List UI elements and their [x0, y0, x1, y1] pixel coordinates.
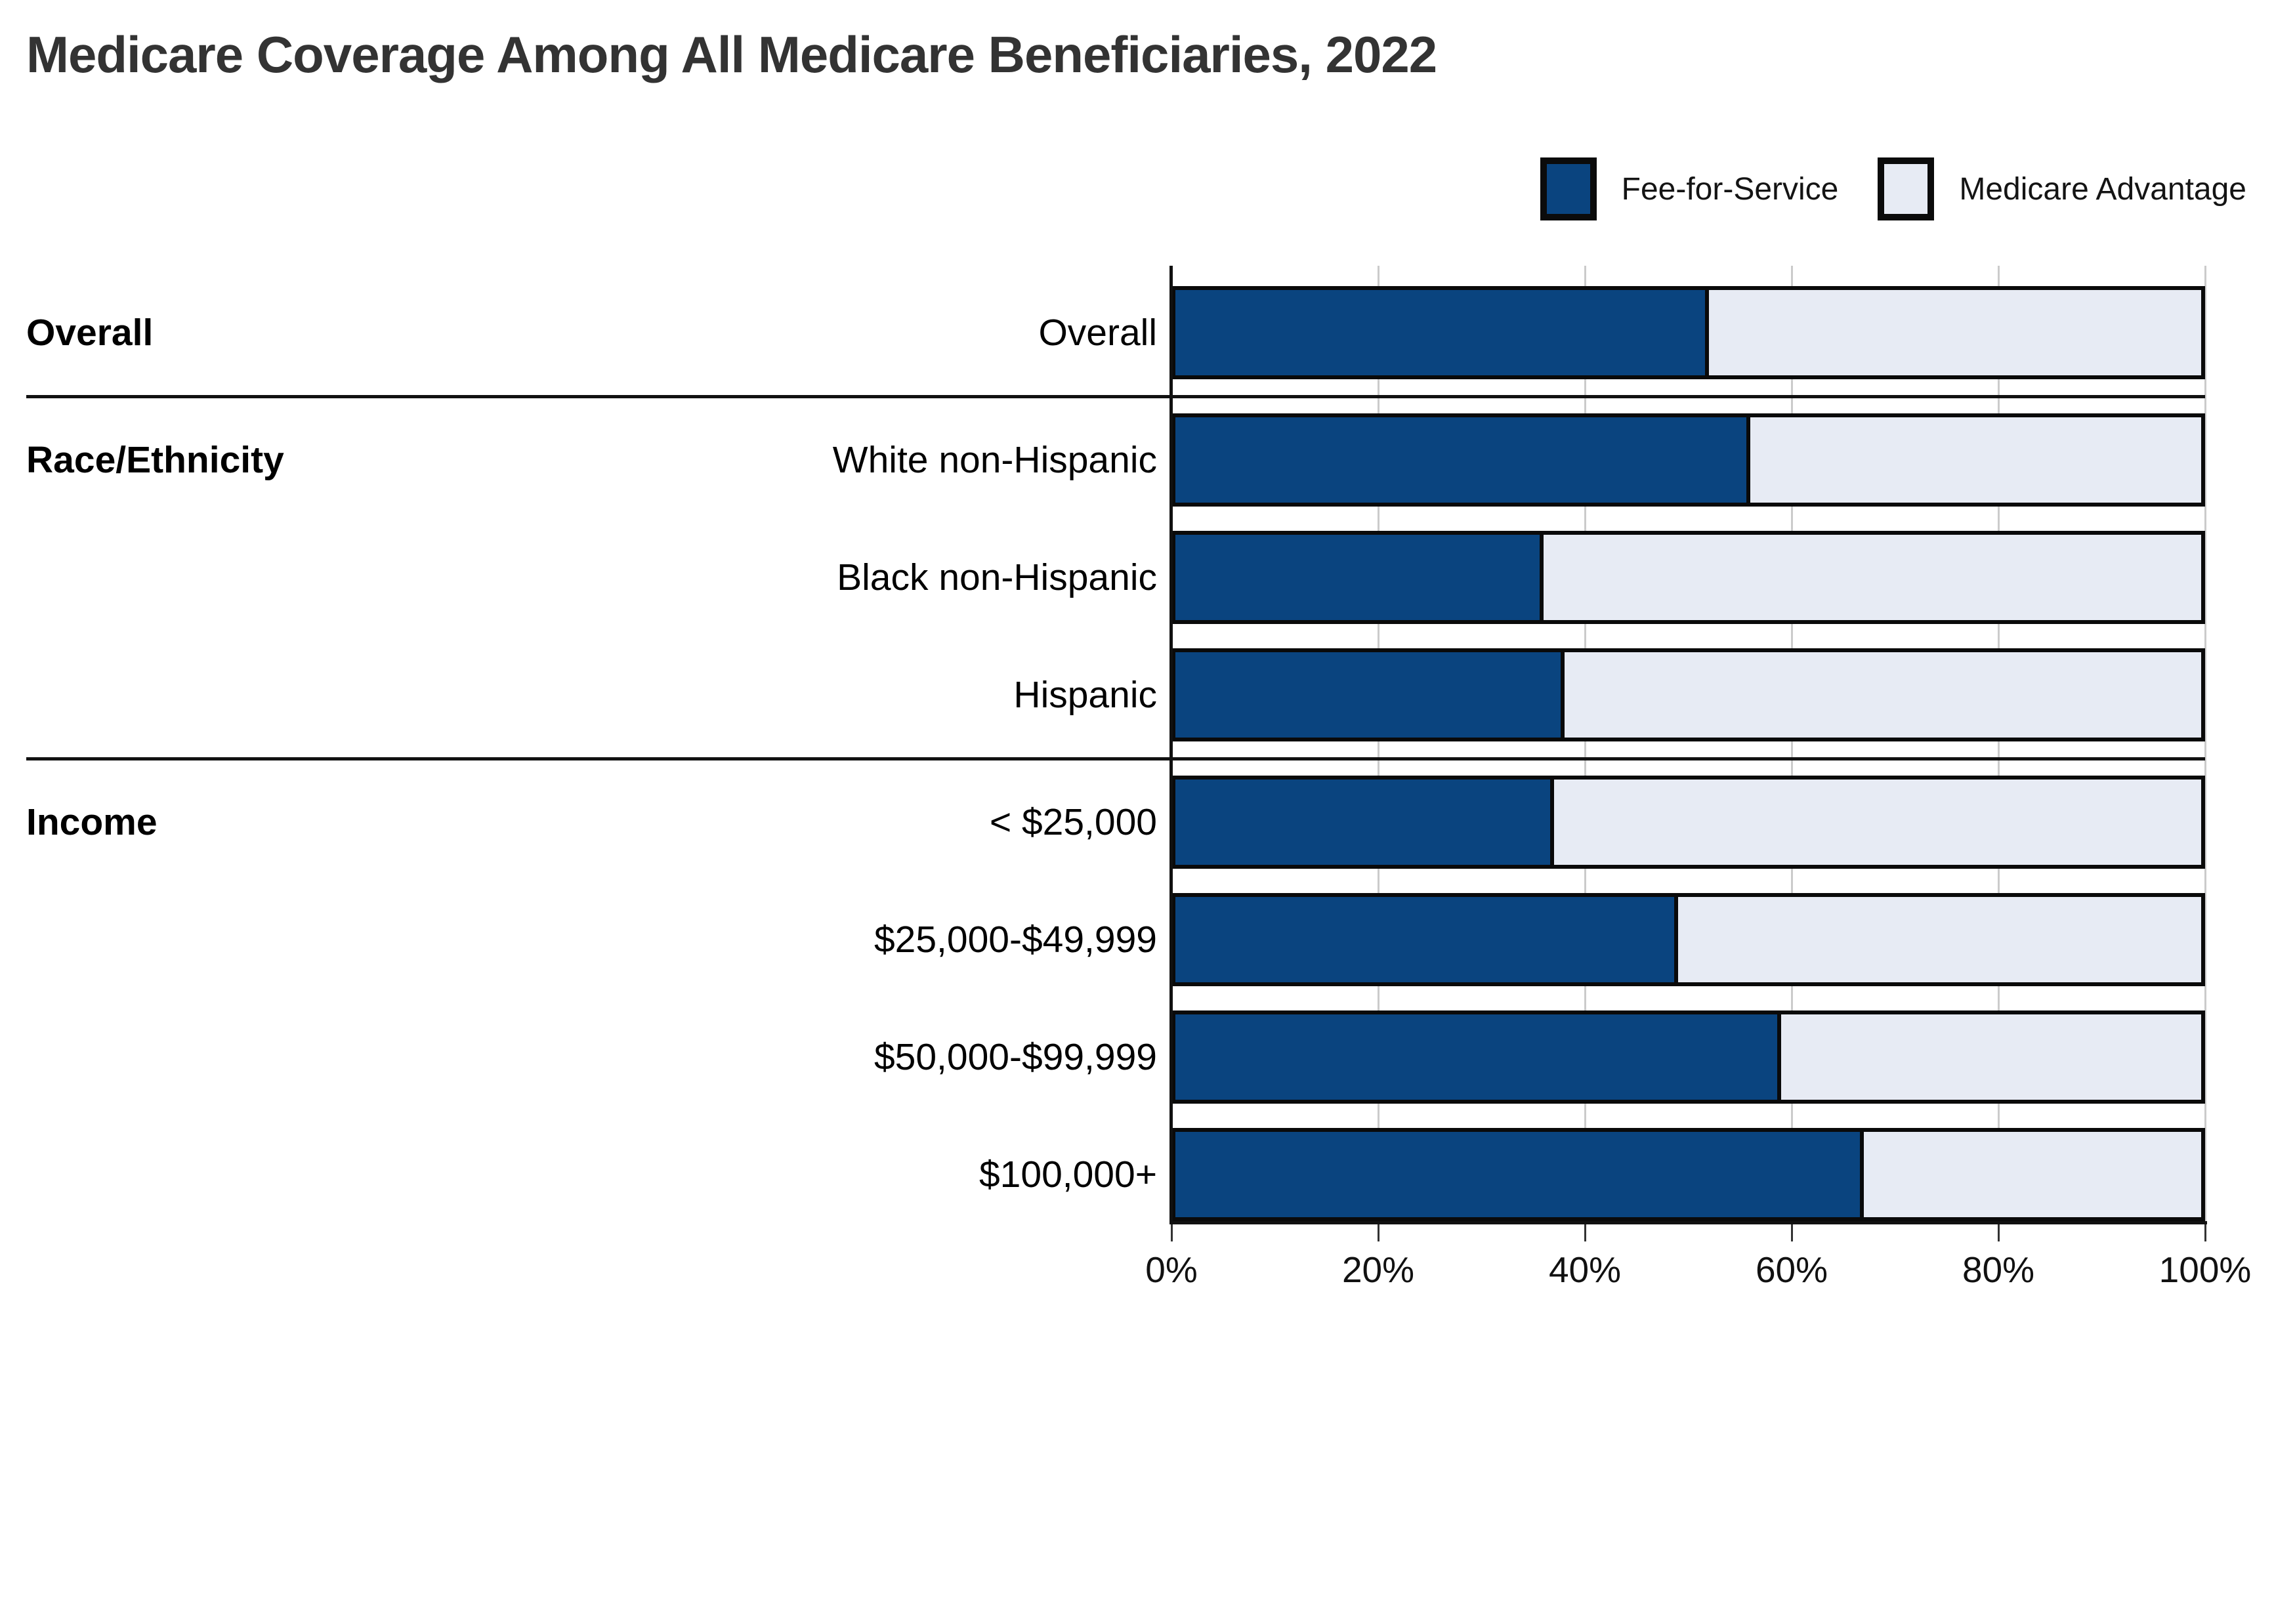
- legend-label: Fee-for-Service: [1621, 171, 1839, 207]
- legend: Fee-for-Service Medicare Advantage: [1540, 157, 2246, 220]
- medicare-advantage-bar-segment: [1864, 1132, 2201, 1217]
- fee-for-service-bar-segment: [1175, 897, 1678, 982]
- bar-row: [1171, 286, 2205, 379]
- bar-row: [1171, 776, 2205, 869]
- medicare-advantage-swatch-icon: [1878, 157, 1935, 220]
- y-axis-line: [1169, 266, 1173, 1224]
- row-label: $25,000-$49,999: [874, 919, 1157, 961]
- x-axis-tick-label: 100%: [2158, 1249, 2252, 1290]
- section-separator: [26, 757, 2205, 760]
- gridline: [1584, 266, 1586, 1221]
- legend-label: Medicare Advantage: [1959, 171, 2246, 207]
- row-label: < $25,000: [989, 801, 1157, 843]
- gridline: [2204, 266, 2206, 1221]
- bar-row: [1171, 648, 2205, 741]
- fee-for-service-swatch-icon: [1540, 157, 1597, 220]
- bar-row: [1171, 1128, 2205, 1221]
- gridline: [1791, 266, 1793, 1221]
- section-label: Income: [26, 801, 158, 843]
- fee-for-service-bar-segment: [1175, 652, 1565, 738]
- fee-for-service-bar-segment: [1175, 1132, 1864, 1217]
- x-axis-tick-label: 20%: [1341, 1249, 1415, 1290]
- gridline: [1378, 266, 1379, 1221]
- x-axis-tick-label: 40%: [1548, 1249, 1622, 1290]
- fee-for-service-bar-segment: [1175, 535, 1544, 620]
- x-axis-tick: [1378, 1224, 1379, 1241]
- section-label: Overall: [26, 312, 154, 354]
- row-label: $100,000+: [979, 1154, 1157, 1196]
- gridline: [1998, 266, 2000, 1221]
- fee-for-service-bar-segment: [1175, 1014, 1781, 1100]
- medicare-advantage-bar-segment: [1565, 652, 2201, 738]
- row-label: Black non-Hispanic: [837, 556, 1157, 598]
- medicare-advantage-bar-segment: [1750, 417, 2201, 503]
- legend-item-medicare-advantage: Medicare Advantage: [1878, 157, 2246, 220]
- row-label: Overall: [1038, 312, 1157, 354]
- x-axis-tick-label: 80%: [1962, 1249, 2035, 1290]
- x-axis-tick-label: 60%: [1755, 1249, 1828, 1290]
- bar-row: [1171, 413, 2205, 507]
- x-axis-tick: [1171, 1224, 1173, 1241]
- row-label: Hispanic: [1013, 674, 1157, 716]
- bar-row: [1171, 893, 2205, 986]
- bar-row: [1171, 531, 2205, 624]
- x-axis-tick-label: 0%: [1145, 1249, 1198, 1290]
- bar-row: [1171, 1010, 2205, 1104]
- row-label: White non-Hispanic: [832, 439, 1157, 481]
- fee-for-service-bar-segment: [1175, 780, 1554, 865]
- page-title: Medicare Coverage Among All Medicare Ben…: [26, 26, 1437, 83]
- x-axis-tick: [2204, 1224, 2206, 1241]
- fee-for-service-bar-segment: [1175, 417, 1750, 503]
- medicare-advantage-bar-segment: [1709, 290, 2201, 375]
- legend-item-fee-for-service: Fee-for-Service: [1540, 157, 1839, 220]
- medicare-advantage-bar-segment: [1544, 535, 2201, 620]
- x-axis-tick: [1791, 1224, 1793, 1241]
- medicare-advantage-bar-segment: [1781, 1014, 2201, 1100]
- x-axis-tick: [1998, 1224, 2000, 1241]
- x-axis-tick: [1584, 1224, 1586, 1241]
- section-separator: [26, 395, 2205, 398]
- section-label: Race/Ethnicity: [26, 439, 284, 481]
- x-axis-line: [1169, 1221, 2207, 1224]
- row-label: $50,000-$99,999: [874, 1036, 1157, 1078]
- medicare-advantage-bar-segment: [1554, 780, 2201, 865]
- medicare-advantage-bar-segment: [1678, 897, 2201, 982]
- fee-for-service-bar-segment: [1175, 290, 1709, 375]
